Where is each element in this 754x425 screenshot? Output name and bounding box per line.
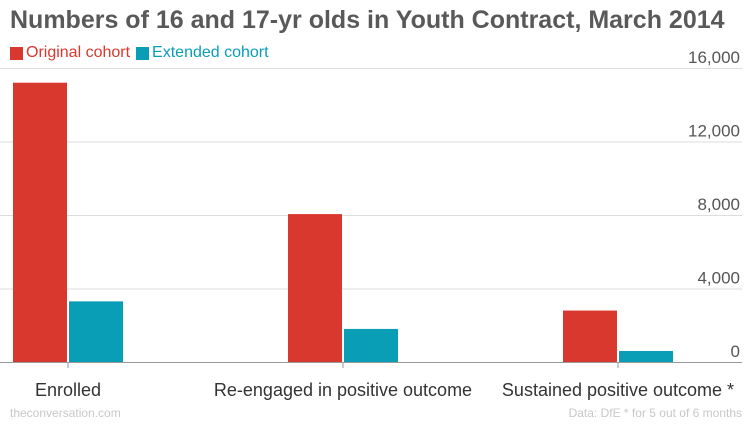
y-tick-label-2: 8,000	[697, 195, 740, 214]
legend-swatch-original	[10, 46, 23, 60]
bar-original-1	[288, 214, 342, 362]
chart-title: Numbers of 16 and 17-yr olds in Youth Co…	[10, 6, 725, 34]
y-tick-label-0: 0	[731, 342, 740, 361]
x-category-label-0: Enrolled	[35, 380, 101, 400]
legend-label-original: Original cohort	[26, 44, 131, 61]
legend-swatch-extended	[136, 46, 150, 60]
y-tick-label-4: 16,000	[688, 48, 740, 67]
x-category-label-2: Sustained positive outcome *	[502, 380, 734, 400]
bar-extended-0	[69, 301, 123, 362]
y-tick-label-3: 12,000	[688, 122, 740, 141]
bar-original-0	[13, 82, 67, 362]
x-category-label-1: Re-engaged in positive outcome	[214, 380, 472, 400]
bar-original-2	[563, 310, 617, 362]
bar-extended-1	[344, 328, 398, 362]
legend-item-original: Original cohort	[10, 44, 130, 62]
bar-extended-2	[619, 350, 673, 362]
y-tick-label-1: 4,000	[697, 269, 740, 288]
legend: Original cohort Extended cohort	[10, 44, 275, 62]
legend-item-extended: Extended cohort	[136, 44, 269, 62]
legend-label-extended: Extended cohort	[152, 44, 269, 61]
data-source-note: Data: DfE * for 5 out of 6 months	[568, 406, 742, 420]
source-credit: theconversation.com	[10, 406, 121, 420]
